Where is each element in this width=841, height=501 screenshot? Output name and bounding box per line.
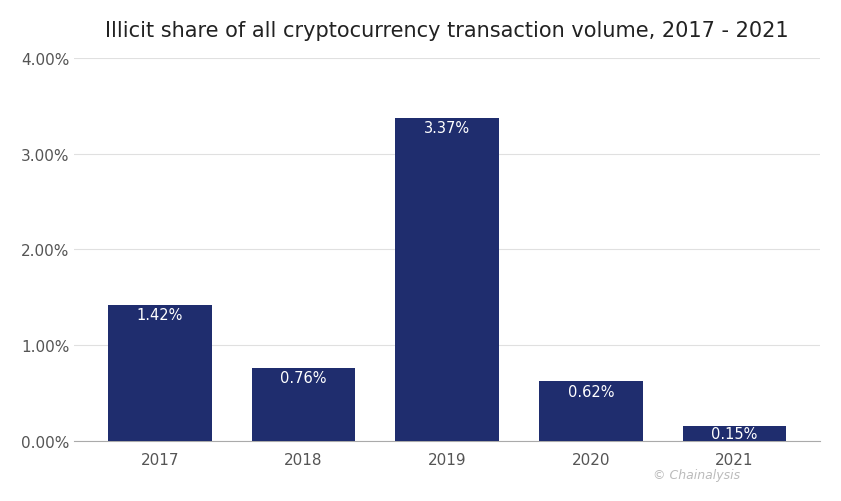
Text: © Chainalysis: © Chainalysis — [653, 468, 740, 481]
Text: 0.76%: 0.76% — [280, 370, 327, 385]
Bar — [395, 119, 499, 441]
Text: 3.37%: 3.37% — [424, 121, 470, 136]
Text: 0.15%: 0.15% — [711, 426, 758, 441]
Title: Illicit share of all cryptocurrency transaction volume, 2017 - 2021: Illicit share of all cryptocurrency tran… — [105, 21, 789, 41]
Text: 0.62%: 0.62% — [568, 384, 614, 399]
Text: 1.42%: 1.42% — [136, 307, 183, 322]
Bar — [539, 382, 643, 441]
Bar — [683, 426, 786, 441]
Bar — [251, 368, 355, 441]
Bar — [108, 305, 212, 441]
